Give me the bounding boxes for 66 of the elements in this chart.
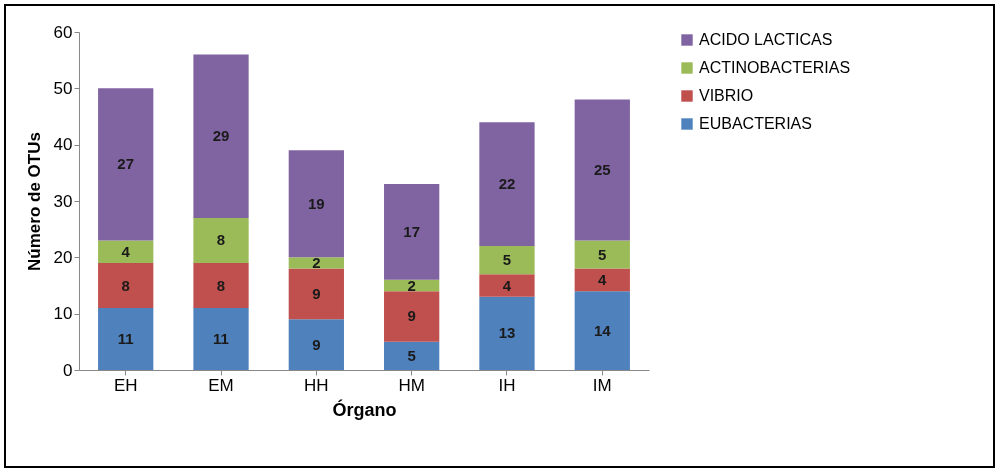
- bar: [193, 54, 249, 218]
- bar: [479, 246, 535, 275]
- bar: [98, 88, 154, 241]
- data-label: 8: [216, 231, 226, 249]
- data-label: 9: [407, 307, 416, 325]
- data-label: 4: [121, 242, 131, 260]
- x-tick-label: HH: [304, 375, 329, 395]
- x-tick-label: IH: [498, 375, 516, 395]
- data-label: 2: [312, 253, 321, 271]
- bar: [384, 341, 440, 370]
- legend-label: ACIDO LACTICAS: [699, 31, 833, 48]
- x-tick-label: EH: [113, 375, 138, 395]
- data-label: 13: [498, 324, 516, 342]
- legend-label: EUBACTERIAS: [699, 115, 812, 132]
- data-label: 4: [598, 270, 608, 288]
- bar: [193, 262, 249, 309]
- bar: [479, 274, 535, 297]
- data-label: 8: [121, 276, 130, 294]
- legend-label: ACTINOBACTERIAS: [699, 59, 851, 76]
- data-label: 5: [407, 346, 416, 364]
- x-tick-label: EM: [208, 375, 234, 395]
- bar: [193, 308, 249, 370]
- data-label: 5: [598, 245, 607, 263]
- y-tick-label: 0: [63, 360, 73, 380]
- data-label: 14: [593, 321, 612, 339]
- bar: [288, 150, 344, 258]
- data-label: 29: [212, 127, 230, 145]
- bar: [574, 240, 630, 269]
- data-label: 17: [403, 222, 420, 240]
- y-tick-label: 50: [53, 78, 73, 98]
- y-tick-label: 10: [53, 304, 73, 324]
- data-label: 25: [593, 161, 611, 179]
- legend-label: VIBRIO: [699, 87, 754, 104]
- data-label: 19: [308, 194, 325, 212]
- y-tick-label: 30: [53, 191, 73, 211]
- data-label: 22: [498, 175, 516, 193]
- bar: [288, 319, 344, 370]
- data-label: 8: [216, 276, 226, 294]
- y-axis-title: Número de OTUs: [24, 132, 44, 271]
- bar: [98, 308, 154, 370]
- x-axis-title: Órgano: [332, 398, 397, 420]
- bar: [288, 257, 344, 269]
- y-tick-label: 40: [53, 135, 73, 155]
- bar: [193, 217, 249, 263]
- data-label: 4: [502, 276, 512, 294]
- data-label: 27: [117, 155, 135, 173]
- data-label: 11: [213, 330, 229, 348]
- bar: [479, 296, 535, 370]
- y-tick-label: 20: [53, 247, 73, 267]
- bar: [98, 240, 154, 263]
- bar: [574, 99, 630, 241]
- bar: [384, 291, 440, 342]
- bar: [98, 262, 154, 309]
- data-label: 5: [502, 251, 512, 269]
- bar: [574, 291, 630, 370]
- data-label: 2: [407, 276, 416, 294]
- bar: [384, 184, 440, 280]
- data-label: 9: [312, 284, 321, 302]
- data-label: 11: [117, 330, 134, 348]
- x-tick-label: IM: [592, 375, 612, 395]
- bar: [288, 268, 344, 320]
- data-label: 9: [312, 335, 321, 353]
- bar: [479, 122, 535, 247]
- y-tick-label: 60: [53, 22, 73, 42]
- x-tick-label: HM: [398, 375, 425, 395]
- bar: [574, 268, 630, 292]
